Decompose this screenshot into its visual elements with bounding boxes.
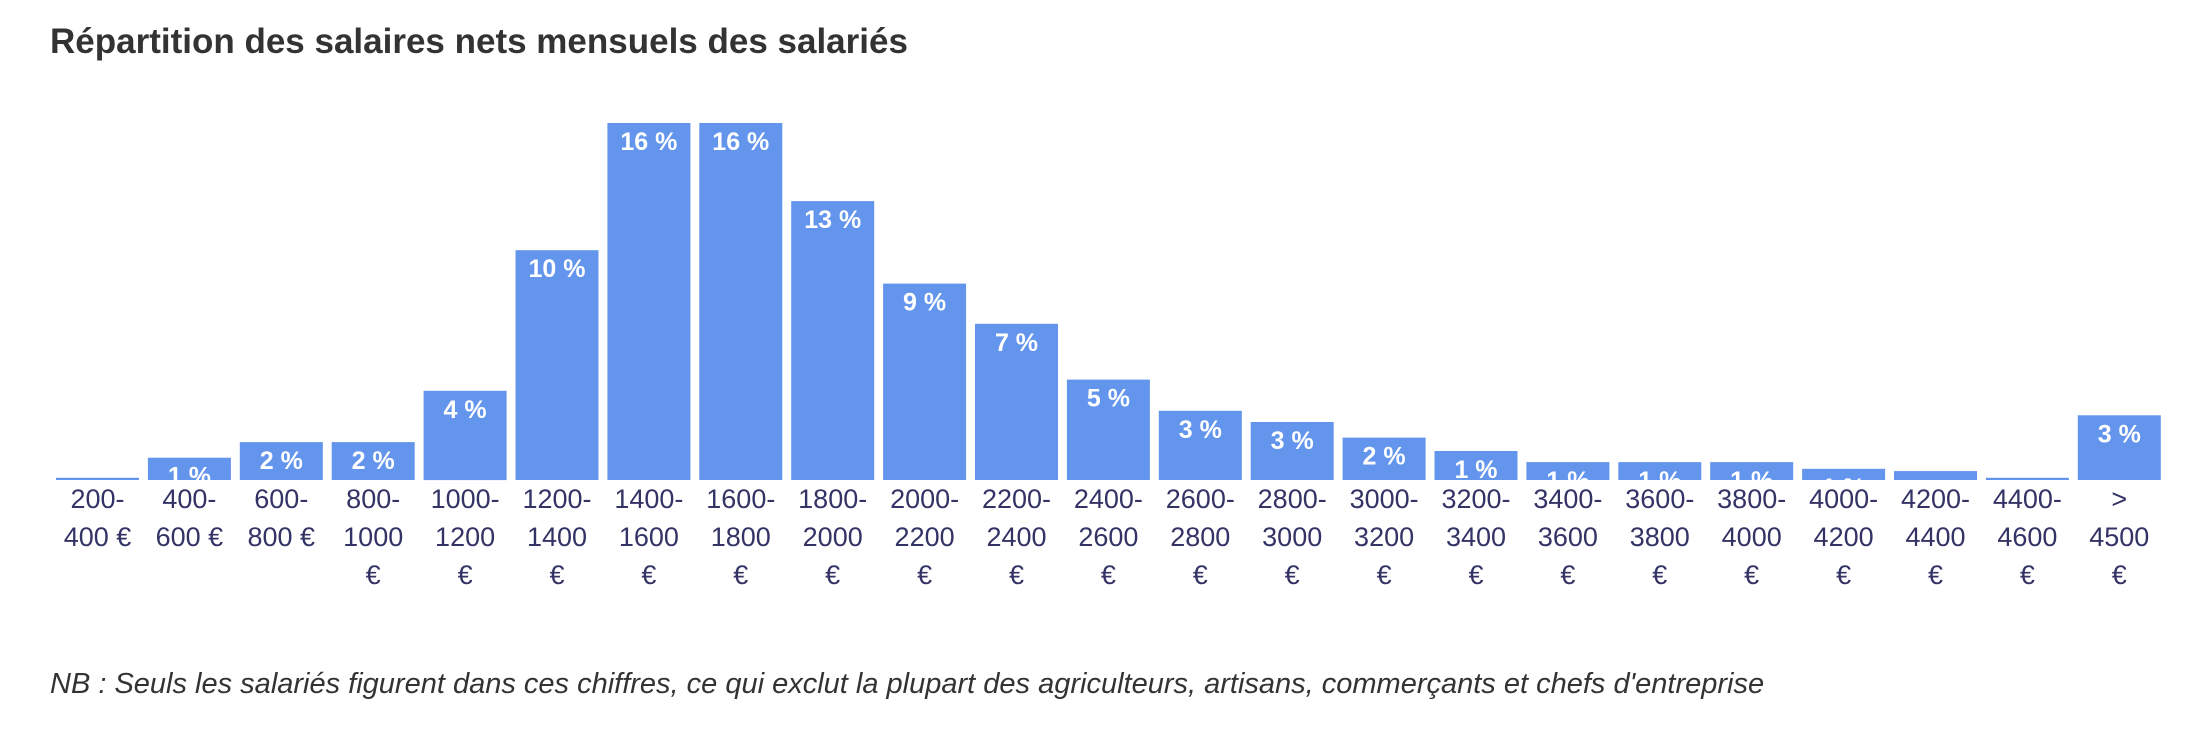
x-tick-label: 1000-1200 € xyxy=(431,484,500,590)
bar-value-label: 5 % xyxy=(1087,385,1130,413)
bar-5 xyxy=(423,390,507,481)
bar-value-label: 3 % xyxy=(1179,416,1222,444)
x-tick-label: 1600-1800 € xyxy=(706,484,775,590)
bar-value-label: 3 % xyxy=(2098,420,2141,448)
x-tick-label: 4000-4200 € xyxy=(1809,484,1878,590)
bar-value-label: 1 % xyxy=(1730,467,1773,495)
bar-18 xyxy=(1618,462,1702,480)
bar-20 xyxy=(1802,468,1886,480)
bar-1 xyxy=(56,477,139,480)
bar-9 xyxy=(791,201,875,480)
bar-value-label: 1 % xyxy=(1546,467,1589,495)
bar-value-label: 10 % xyxy=(529,255,586,283)
bar-value-label: 1 % xyxy=(1454,456,1497,484)
x-tick-label: 3400-3600 € xyxy=(1533,484,1602,590)
bar-22 xyxy=(1985,477,2069,480)
bar-value-label: 13 % xyxy=(804,206,861,234)
bar-value-label: 4 % xyxy=(444,396,487,424)
bar-value-label: 16 % xyxy=(712,128,769,156)
x-tick-label: 3800-4000 € xyxy=(1717,484,1786,590)
footnote: NB : Seuls les salariés figurent dans ce… xyxy=(50,668,1765,700)
bar-11 xyxy=(975,323,1058,480)
bar-value-label: 2 % xyxy=(260,447,303,475)
bar-value-label: 2 % xyxy=(1363,443,1406,471)
x-tick-label: 600-800 € xyxy=(248,484,316,552)
x-tick-label: 200-400 € xyxy=(64,484,132,552)
bar-value-label: 1 % xyxy=(1638,467,1681,495)
bar-10 xyxy=(883,283,967,480)
bar-21 xyxy=(1894,471,1977,480)
bar-value-label: 1 % xyxy=(168,463,211,491)
bar-17 xyxy=(1526,462,1610,480)
bar-13 xyxy=(1158,410,1242,480)
bar-2 xyxy=(147,457,231,480)
x-tick-label: 2800-3000 € xyxy=(1258,484,1327,590)
x-tick-label: 4200-4400 € xyxy=(1901,484,1970,590)
x-tick-label: 400-600 € xyxy=(156,484,224,552)
x-tick-label: 2200-2400 € xyxy=(982,484,1051,590)
bar-15 xyxy=(1342,437,1426,480)
bar-6 xyxy=(515,250,599,480)
x-tick-label: 1400-1600 € xyxy=(614,484,683,590)
bar-value-label: 3 % xyxy=(1271,427,1314,455)
x-tick-label: 3000-3200 € xyxy=(1350,484,1419,590)
bar-value-label: 1 % xyxy=(1822,474,1865,502)
x-tick-label: 2000-2200 € xyxy=(890,484,959,590)
x-tick-label: 1200-1400 € xyxy=(522,484,591,590)
bar-chart: 200-400 €1 %400-600 €2 %600-800 €2 %800-… xyxy=(56,123,2161,590)
bar-value-label: 16 % xyxy=(620,128,677,156)
x-tick-label: >4500 € xyxy=(2089,484,2149,590)
bar-value-label: 2 % xyxy=(352,447,395,475)
x-tick-label: 3600-3800 € xyxy=(1625,484,1694,590)
bar-8 xyxy=(699,123,783,480)
bar-14 xyxy=(1250,422,1334,480)
bar-3 xyxy=(239,442,323,480)
x-tick-label: 2400-2600 € xyxy=(1074,484,1143,590)
bar-value-label: 7 % xyxy=(995,329,1038,357)
bar-19 xyxy=(1710,462,1794,480)
bar-value-label: 9 % xyxy=(903,289,946,317)
bar-4 xyxy=(331,442,415,480)
x-tick-label: 800-1000 € xyxy=(343,484,403,590)
x-tick-label: 2600-2800 € xyxy=(1166,484,1235,590)
x-tick-label: 1800-2000 € xyxy=(798,484,867,590)
bar-7 xyxy=(607,123,691,480)
x-tick-label: 3200-3400 € xyxy=(1441,484,1510,590)
chart-title: Répartition des salaires nets mensuels d… xyxy=(50,22,908,61)
bar-12 xyxy=(1066,379,1150,480)
bar-16 xyxy=(1434,451,1518,480)
bar-23 xyxy=(2077,415,2161,480)
x-tick-label: 4400-4600 € xyxy=(1993,484,2062,590)
